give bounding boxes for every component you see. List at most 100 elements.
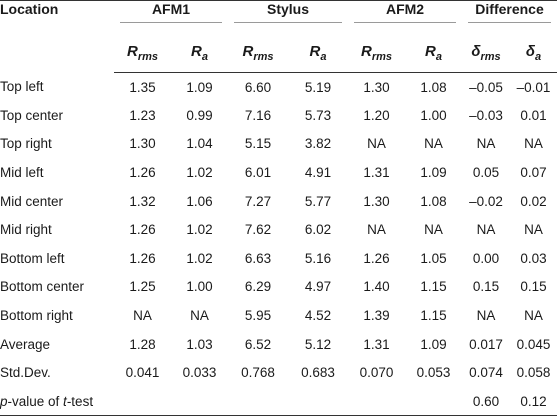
row-location: Std.Dev. (0, 365, 51, 381)
table-cell: NA (476, 136, 496, 152)
table-row: Mid right 1.26 1.02 7.62 6.02 NA NA NA NA (0, 215, 557, 244)
table-cell: –0.01 (516, 79, 551, 95)
table-cell: 0.00 (472, 250, 500, 266)
table-cell: 0.683 (301, 365, 335, 381)
table-cell: 0.074 (469, 365, 503, 381)
table-cell: 0.02 (520, 193, 547, 209)
table-row: Top center 1.23 0.99 7.16 5.73 1.20 1.00 –0.03 0… (0, 101, 557, 130)
row-location: Mid left (0, 165, 44, 181)
table-cell: NA (190, 308, 209, 324)
table-cell: 1.02 (186, 222, 213, 238)
pvalue-row: p-value of t-test 0.60 0.12 (0, 387, 557, 417)
location-header: Location (0, 1, 59, 17)
table-cell: 1.03 (186, 336, 213, 352)
sub-header-stylus-ra: Ra (288, 34, 349, 73)
table-cell: 1.31 (363, 336, 390, 352)
table-cell: –0.03 (469, 107, 503, 123)
table-cell: 6.01 (244, 165, 272, 181)
table-row: Bottom left 1.26 1.02 6.63 5.16 1.26 1.05 0.00 0… (0, 244, 557, 273)
table-cell: 0.05 (472, 165, 500, 181)
table-cell: 4.91 (304, 165, 332, 181)
sub-header-afm1-ra: Ra (171, 34, 228, 73)
table-cell: 0.07 (520, 165, 547, 181)
sub-header-afm2-rrms: Rrms (348, 34, 406, 73)
table-cell: 5.12 (304, 336, 332, 352)
table-row: Std.Dev. 0.041 0.033 0.768 0.683 0.070 0.053 0.… (0, 358, 557, 387)
table-cell: 5.15 (244, 136, 272, 152)
table-cell: 1.08 (420, 79, 447, 95)
table-cell: NA (367, 222, 386, 238)
table-body: Top left 1.35 1.09 6.60 5.19 1.30 1.08 –0.05 –0.… (0, 73, 557, 417)
table-cell: 1.15 (420, 279, 447, 295)
table-cell: 5.19 (304, 79, 332, 95)
table-row: Bottom center 1.25 1.00 6.29 4.97 1.40 1.15 0.1… (0, 273, 557, 302)
table-cell: 1.08 (420, 193, 447, 209)
table-cell: 0.01 (520, 107, 547, 123)
table-cell: 1.31 (363, 165, 390, 181)
header-group-row: Location AFM1 Stylus AFM2 Difference (0, 1, 557, 35)
table-cell: –0.02 (469, 193, 503, 209)
table-cell: 5.73 (304, 107, 332, 123)
row-location: Mid center (0, 193, 64, 209)
table-cell: 1.26 (129, 222, 156, 238)
table-cell: 7.27 (244, 193, 272, 209)
row-location: Bottom left (0, 250, 65, 266)
table-cell: 1.09 (420, 336, 447, 352)
table-cell: 0.033 (182, 365, 217, 381)
table-cell: 0.053 (416, 365, 451, 381)
table-cell: 1.20 (363, 107, 390, 123)
table-cell: 0.15 (472, 279, 500, 295)
header-sub-row: Rrms Ra Rrms Ra Rrms Ra δrms δa (0, 34, 557, 73)
table-cell: 1.02 (186, 165, 213, 181)
table-cell: 7.16 (244, 107, 272, 123)
table-cell: NA (524, 136, 543, 152)
table-cell: 4.52 (304, 308, 332, 324)
table-cell: 1.35 (129, 79, 156, 95)
table-cell: 1.06 (186, 193, 213, 209)
table-cell: 0.03 (520, 250, 547, 266)
table-cell: 1.26 (363, 250, 390, 266)
table-row: Top right 1.30 1.04 5.15 3.82 NA NA NA NA (0, 130, 557, 159)
table-cell: NA (424, 222, 443, 238)
table-row: Average 1.28 1.03 6.52 5.12 1.31 1.09 0.017 0.04… (0, 330, 557, 359)
table-cell: NA (367, 136, 386, 152)
table-cell: 3.82 (304, 136, 332, 152)
table-cell: 1.30 (363, 79, 390, 95)
table-cell: 0.99 (186, 107, 213, 123)
table-cell: 0.017 (469, 336, 503, 352)
table-cell: 6.29 (244, 279, 272, 295)
table-cell: 6.52 (244, 336, 272, 352)
group-header-stylus: Stylus (228, 1, 348, 35)
table-cell: 1.05 (420, 250, 447, 266)
table-cell: 1.28 (129, 336, 156, 352)
table-cell: NA (524, 222, 543, 238)
table-cell: 0.045 (516, 336, 551, 352)
table-cell: 1.39 (363, 308, 390, 324)
group-header-difference: Difference (462, 1, 557, 35)
table-cell: 1.04 (186, 136, 213, 152)
table-cell: 0.058 (516, 365, 551, 381)
sub-header-afm2-ra: Ra (405, 34, 463, 73)
pvalue-cell: 0.60 (462, 387, 511, 417)
table-cell: NA (476, 308, 496, 324)
table-cell: 4.97 (304, 279, 332, 295)
table-cell: –0.05 (469, 79, 503, 95)
table-cell: 0.070 (359, 365, 394, 381)
table-cell: 7.62 (244, 222, 272, 238)
table-cell: 1.30 (363, 193, 390, 209)
sub-header-stylus-rrms: Rrms (228, 34, 288, 73)
table-cell: 1.09 (420, 165, 447, 181)
pvalue-cell: 0.12 (510, 387, 557, 417)
row-location: Bottom center (0, 279, 85, 295)
sub-header-diff-a: δa (510, 34, 557, 73)
table-cell: NA (133, 308, 152, 324)
table-cell: 1.15 (420, 308, 447, 324)
table-cell: 1.00 (420, 107, 447, 123)
group-header-afm2: AFM2 (348, 1, 462, 35)
table-cell: 0.041 (125, 365, 160, 381)
pvalue-label: p-value of t-test (0, 387, 463, 417)
table-cell: 0.15 (520, 279, 547, 295)
table-cell: 1.23 (129, 107, 156, 123)
table-cell: 1.25 (129, 279, 156, 295)
